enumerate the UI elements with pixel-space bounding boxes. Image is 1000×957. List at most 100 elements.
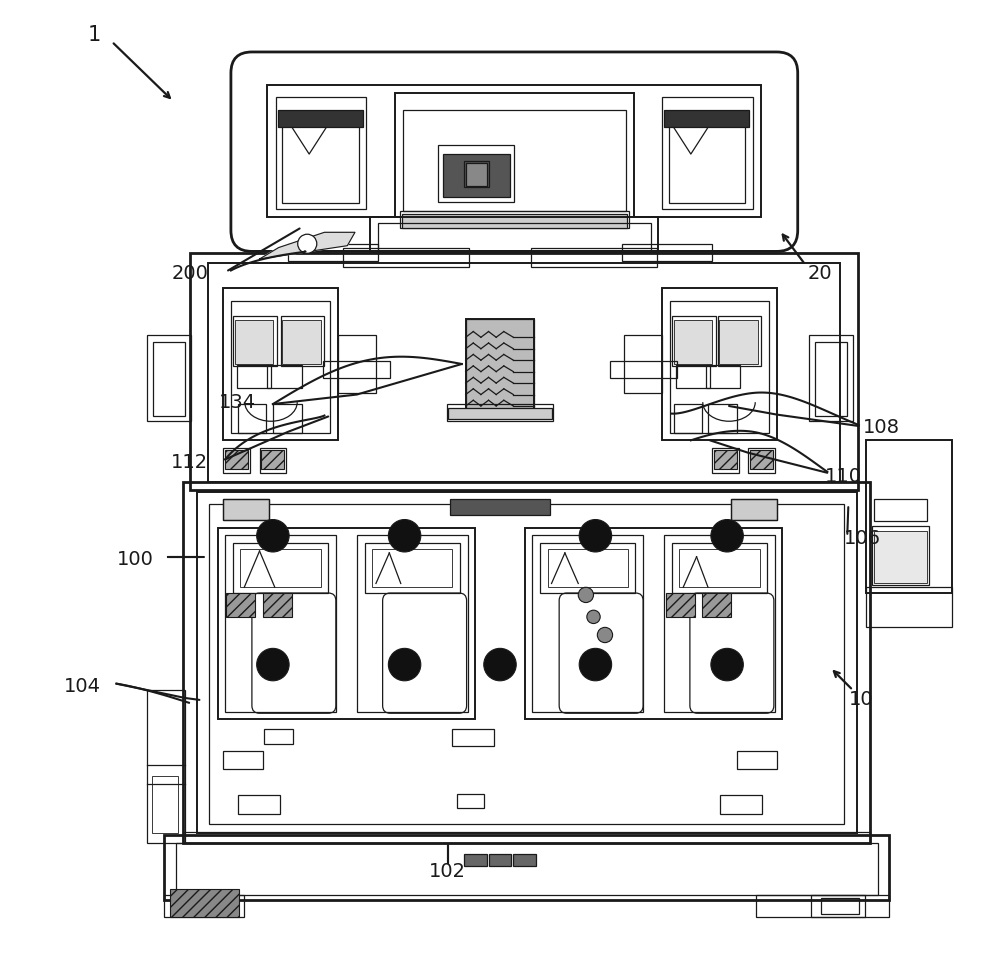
Bar [672, 316, 716, 366]
Bar [223, 448, 250, 473]
Circle shape [579, 520, 612, 552]
Bar [438, 145, 514, 202]
Bar [261, 450, 284, 469]
Bar [750, 450, 773, 469]
Bar [452, 728, 494, 746]
Text: 20: 20 [807, 264, 832, 283]
Bar [372, 549, 452, 588]
Bar [706, 365, 740, 388]
Bar [218, 528, 475, 719]
Bar [672, 544, 767, 593]
Bar [231, 301, 330, 433]
Bar [737, 751, 777, 768]
Bar [226, 593, 255, 617]
Bar [403, 110, 626, 211]
Text: 104: 104 [64, 677, 101, 696]
Bar [281, 316, 324, 366]
Bar [866, 588, 952, 628]
Bar [443, 154, 510, 197]
Bar [719, 320, 758, 364]
Bar [720, 795, 762, 814]
Bar [176, 843, 878, 896]
Circle shape [587, 611, 600, 624]
Bar [240, 549, 321, 588]
Bar [225, 535, 336, 712]
Bar [662, 288, 777, 440]
Bar [548, 549, 628, 588]
Text: 106: 106 [844, 529, 881, 548]
Bar [323, 361, 390, 378]
Text: 100: 100 [117, 550, 154, 569]
Bar [197, 492, 857, 834]
Bar [466, 319, 534, 410]
Bar [664, 535, 775, 712]
Circle shape [298, 234, 317, 254]
Bar [874, 499, 927, 522]
Bar [209, 504, 844, 824]
Bar [540, 544, 635, 593]
Bar [466, 319, 534, 410]
Polygon shape [260, 233, 355, 259]
Bar [233, 316, 277, 366]
Text: 200: 200 [171, 264, 208, 283]
Bar [147, 335, 191, 421]
Circle shape [388, 648, 421, 680]
Bar [282, 112, 359, 203]
Bar [662, 97, 753, 210]
Bar [238, 404, 266, 433]
Bar [872, 526, 929, 586]
Bar [282, 320, 321, 364]
Text: 134: 134 [219, 392, 256, 412]
Text: 10: 10 [848, 690, 873, 709]
Text: 1: 1 [88, 25, 101, 45]
Bar [343, 248, 469, 267]
Bar [664, 110, 749, 127]
Bar [152, 776, 178, 834]
Bar [702, 593, 731, 617]
Bar [267, 365, 302, 388]
Bar [170, 889, 239, 918]
Bar [264, 728, 293, 744]
Bar [278, 110, 363, 127]
Circle shape [257, 648, 289, 680]
Bar [731, 500, 777, 521]
Bar [532, 535, 643, 712]
Circle shape [578, 588, 594, 603]
Bar [223, 288, 338, 440]
Bar [866, 440, 952, 593]
Bar [223, 500, 269, 521]
Bar [378, 223, 651, 252]
Circle shape [597, 628, 613, 643]
Bar [748, 448, 775, 473]
Bar [756, 895, 889, 918]
Circle shape [579, 648, 612, 680]
Text: 112: 112 [171, 453, 208, 472]
Bar [466, 163, 487, 186]
Bar [624, 335, 662, 392]
Circle shape [257, 520, 289, 552]
Bar [238, 795, 280, 814]
Bar [610, 361, 677, 378]
Bar [223, 751, 263, 768]
Bar [288, 244, 378, 261]
Bar [708, 404, 737, 433]
Circle shape [484, 648, 516, 680]
Bar [365, 544, 460, 593]
Bar [679, 549, 760, 588]
Bar [225, 450, 248, 469]
Bar [273, 404, 302, 433]
Bar [223, 500, 269, 521]
Circle shape [388, 520, 421, 552]
Bar [714, 450, 737, 469]
Bar [208, 263, 840, 482]
Bar [164, 895, 244, 918]
Bar [674, 404, 702, 433]
Bar [235, 320, 273, 364]
Bar [489, 855, 511, 866]
Bar [357, 535, 468, 712]
Bar [457, 794, 484, 808]
Bar [531, 248, 657, 267]
Bar [402, 214, 627, 228]
Bar [237, 365, 271, 388]
Bar [260, 448, 286, 473]
